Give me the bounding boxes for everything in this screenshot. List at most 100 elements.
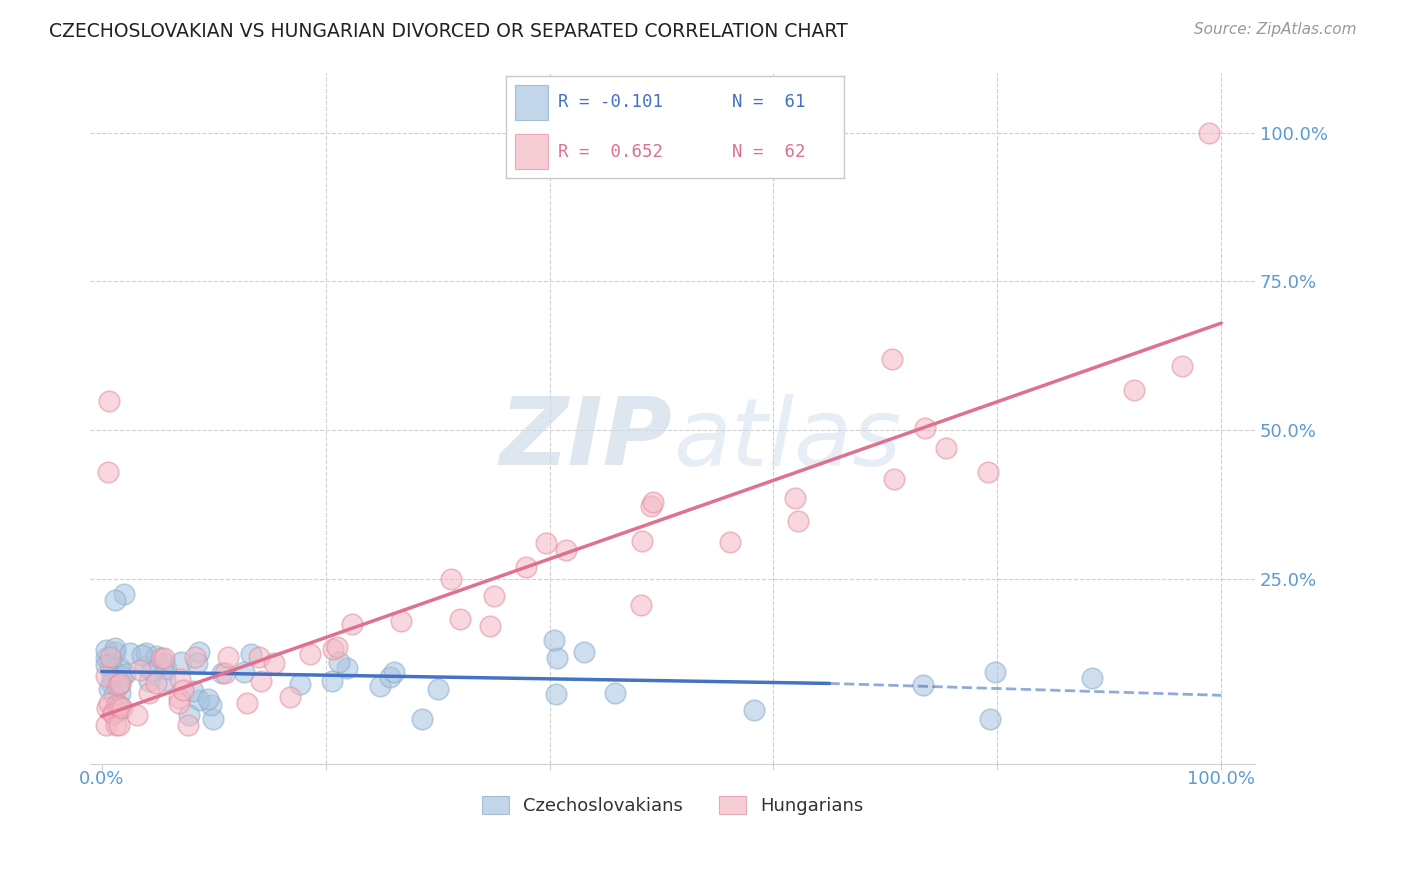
Point: [1081, 671, 1104, 685]
Point: [389, 614, 412, 628]
Point: [108, 699, 131, 714]
Point: [153, 656, 176, 670]
Point: [321, 674, 343, 689]
Point: [263, 656, 285, 670]
Point: [134, 658, 156, 673]
Point: [546, 650, 568, 665]
Point: [544, 687, 567, 701]
Text: Source: ZipAtlas.com: Source: ZipAtlas.com: [1194, 22, 1357, 37]
Point: [104, 718, 127, 732]
Point: [630, 598, 652, 612]
Point: [426, 682, 449, 697]
Point: [1198, 126, 1220, 140]
Point: [169, 672, 191, 686]
Bar: [515, 135, 548, 169]
Point: [96, 651, 118, 665]
Point: [183, 649, 205, 664]
Point: [643, 495, 665, 509]
Point: [336, 660, 359, 674]
Point: [883, 472, 905, 486]
Point: [534, 536, 557, 550]
Point: [382, 665, 405, 680]
Point: [107, 660, 129, 674]
Point: [787, 515, 810, 529]
Point: [120, 646, 142, 660]
Point: [217, 649, 239, 664]
Point: [572, 645, 595, 659]
Point: [340, 617, 363, 632]
Text: R = -0.101: R = -0.101: [558, 94, 664, 112]
Point: [783, 491, 806, 506]
Point: [449, 612, 471, 626]
Point: [200, 698, 222, 713]
Point: [979, 712, 1001, 726]
Point: [977, 466, 1000, 480]
Point: [247, 649, 270, 664]
Bar: [515, 85, 548, 120]
Point: [484, 589, 506, 603]
Point: [135, 646, 157, 660]
Text: 0.0%: 0.0%: [79, 770, 124, 788]
Point: [232, 665, 254, 679]
Point: [411, 712, 433, 726]
Point: [211, 665, 233, 680]
Point: [114, 666, 136, 681]
Point: [138, 674, 160, 689]
Legend: Czechoslovakians, Hungarians: Czechoslovakians, Hungarians: [472, 787, 873, 824]
Point: [145, 649, 167, 664]
Point: [299, 647, 322, 661]
Point: [103, 640, 125, 655]
Point: [127, 708, 149, 723]
Point: [96, 643, 118, 657]
Point: [110, 676, 132, 690]
Point: [630, 534, 652, 549]
Text: atlas: atlas: [672, 393, 901, 484]
Point: [128, 663, 150, 677]
Point: [515, 560, 537, 574]
Point: [98, 649, 121, 664]
Point: [603, 686, 626, 700]
Point: [103, 662, 125, 676]
Point: [177, 707, 200, 722]
Point: [103, 688, 125, 702]
Point: [96, 658, 118, 673]
Point: [214, 666, 236, 681]
Point: [94, 669, 117, 683]
Point: [167, 691, 190, 706]
Point: [107, 704, 129, 718]
Point: [169, 655, 191, 669]
Text: 100.0%: 100.0%: [1187, 770, 1256, 788]
Point: [97, 393, 120, 408]
Point: [155, 662, 177, 676]
Point: [177, 718, 200, 732]
Point: [172, 683, 194, 698]
Point: [169, 696, 191, 710]
Point: [1123, 383, 1146, 397]
Point: [181, 683, 204, 698]
Point: [187, 693, 209, 707]
Point: [108, 718, 131, 732]
Point: [882, 351, 904, 366]
Point: [278, 690, 301, 704]
Point: [555, 543, 578, 558]
Point: [288, 677, 311, 691]
Point: [108, 686, 131, 700]
Point: [155, 673, 177, 687]
Text: CZECHOSLOVAKIAN VS HUNGARIAN DIVORCED OR SEPARATED CORRELATION CHART: CZECHOSLOVAKIAN VS HUNGARIAN DIVORCED OR…: [49, 22, 848, 41]
Point: [742, 703, 765, 717]
Text: ZIP: ZIP: [499, 393, 672, 485]
Point: [103, 644, 125, 658]
Point: [104, 593, 127, 607]
Point: [98, 657, 121, 671]
Point: [138, 686, 160, 700]
Point: [112, 587, 135, 601]
Point: [368, 679, 391, 693]
Point: [145, 675, 167, 690]
Point: [322, 642, 344, 657]
Point: [543, 632, 565, 647]
Point: [103, 706, 125, 721]
Point: [186, 657, 208, 671]
Point: [201, 712, 224, 726]
Point: [235, 696, 257, 710]
Point: [101, 706, 124, 721]
